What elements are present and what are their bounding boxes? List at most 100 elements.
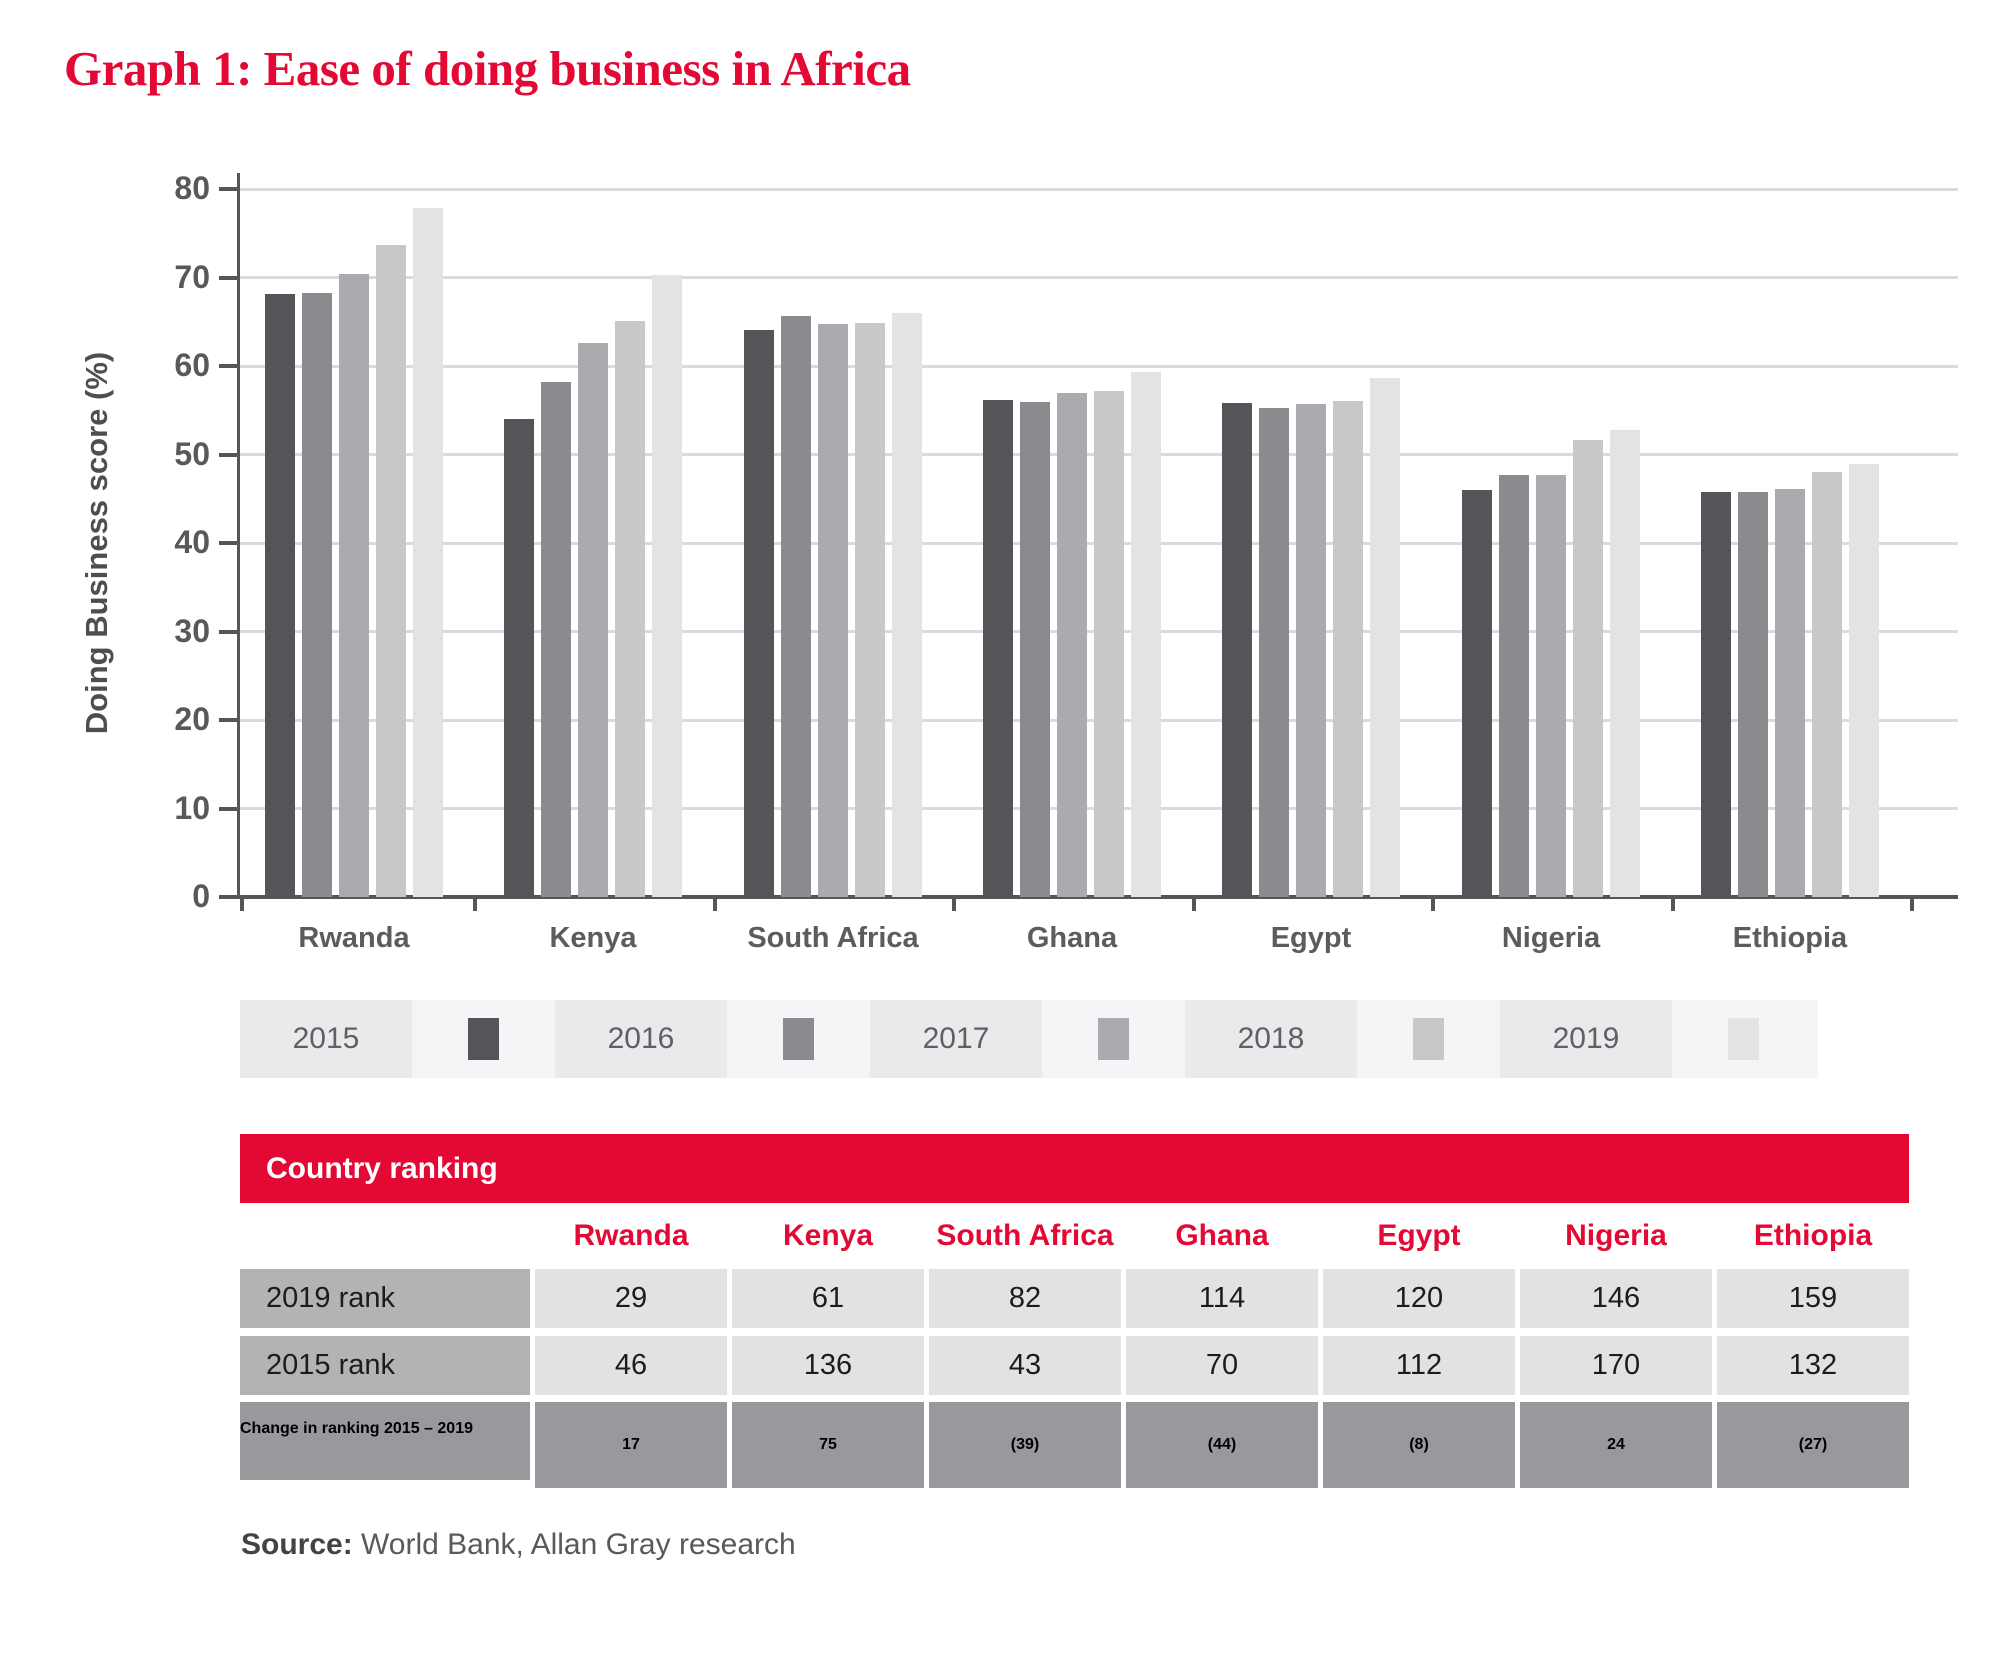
bar-nigeria-2019 xyxy=(1610,429,1640,897)
bar-egypt-2016 xyxy=(1259,407,1289,897)
y-tick-label-70: 70 xyxy=(174,258,210,295)
x-category-label-south-africa: South Africa xyxy=(747,922,919,954)
table-cell-0-ghana: 114 xyxy=(1126,1269,1318,1328)
bar-ghana-2015 xyxy=(983,399,1013,897)
bar-ghana-2016 xyxy=(1020,402,1050,897)
bar-ethiopia-2016 xyxy=(1738,491,1768,897)
bar-ethiopia-2015 xyxy=(1701,491,1731,897)
bar-nigeria-2016 xyxy=(1499,474,1529,897)
bar-egypt-2018 xyxy=(1333,401,1363,897)
table-cell-1-south-africa: 43 xyxy=(929,1336,1121,1395)
legend-swatch-2017 xyxy=(1098,1018,1129,1060)
chart-title: Graph 1: Ease of doing business in Afric… xyxy=(64,41,911,96)
bar-kenya-2018 xyxy=(615,320,645,897)
bar-nigeria-2018 xyxy=(1573,440,1603,897)
country-ranking-table: Country ranking Rwanda Kenya South Africa G… xyxy=(240,1134,1909,1488)
y-tick-50 xyxy=(219,452,237,457)
table-row-label-1: 2015 rank xyxy=(240,1336,530,1395)
x-tick-3 xyxy=(952,896,956,911)
x-tick-7 xyxy=(1910,896,1914,911)
y-tick-label-60: 60 xyxy=(174,347,210,383)
table-title-bar: Country ranking xyxy=(240,1134,1909,1203)
bar-kenya-2019 xyxy=(652,274,682,897)
bar-south-africa-2018 xyxy=(855,322,885,897)
table-cell-0-nigeria: 146 xyxy=(1520,1269,1712,1328)
x-tick-1 xyxy=(473,896,477,911)
table-column-header-ethiopia: Ethiopia xyxy=(1717,1203,1909,1269)
y-tick-70 xyxy=(219,275,237,280)
table-cell-2-ghana: (44) xyxy=(1126,1402,1318,1488)
legend-swatch-2018 xyxy=(1413,1018,1444,1060)
x-category-label-rwanda: Rwanda xyxy=(298,922,410,954)
bar-south-africa-2016 xyxy=(781,316,811,897)
legend-swatch-cell-2015 xyxy=(412,1000,555,1078)
legend-year-2017: 2017 xyxy=(870,1000,1042,1078)
legend-year-2019: 2019 xyxy=(1500,1000,1672,1078)
table-cell-2-nigeria: 24 xyxy=(1520,1402,1712,1488)
table-cell-1-ghana: 70 xyxy=(1126,1336,1318,1395)
legend-swatch-cell-2018 xyxy=(1357,1000,1500,1078)
bar-nigeria-2017 xyxy=(1536,474,1566,897)
x-tick-6 xyxy=(1671,896,1675,911)
bar-nigeria-2015 xyxy=(1462,489,1492,897)
gridline-80 xyxy=(240,187,1958,191)
x-category-label-ghana: Ghana xyxy=(1026,922,1118,954)
chart-legend: 2015 2016 2017 2018 2019 xyxy=(240,1000,1818,1078)
table-body: 2019 rank 29 61 82 114 120 146 159 2015 rank 46 13… xyxy=(240,1269,1909,1488)
bar-ethiopia-2018 xyxy=(1812,472,1842,897)
bar-south-africa-2019 xyxy=(892,312,922,897)
source-label: Source: xyxy=(241,1528,353,1561)
table-cell-1-ethiopia: 132 xyxy=(1717,1336,1909,1395)
legend-year-2016: 2016 xyxy=(555,1000,727,1078)
y-axis-title: Doing Business score (%) xyxy=(79,351,114,735)
bar-ghana-2018 xyxy=(1094,390,1124,897)
bar-kenya-2017 xyxy=(578,342,608,897)
legend-swatch-cell-2019 xyxy=(1672,1000,1815,1078)
table-row-label-2: Change in ranking 2015 – 2019 xyxy=(240,1402,530,1480)
table-cell-2-ethiopia: (27) xyxy=(1717,1402,1909,1488)
source-note: Source: World Bank, Allan Gray research xyxy=(241,1528,796,1562)
x-category-label-ethiopia: Ethiopia xyxy=(1732,922,1848,954)
bar-egypt-2019 xyxy=(1370,377,1400,897)
bar-kenya-2016 xyxy=(541,381,571,897)
bar-south-africa-2017 xyxy=(818,323,848,897)
table-cell-1-nigeria: 170 xyxy=(1520,1336,1712,1395)
y-tick-60 xyxy=(219,364,237,368)
x-tick-0 xyxy=(240,896,244,911)
table-cell-0-rwanda: 29 xyxy=(535,1269,727,1328)
bar-egypt-2017 xyxy=(1296,404,1326,897)
table-country-header-row: Rwanda Kenya South Africa Ghana Egypt Nigeria… xyxy=(240,1203,1909,1269)
table-row-0: 2019 rank 29 61 82 114 120 146 159 xyxy=(240,1269,1909,1328)
y-tick-0 xyxy=(219,895,237,899)
bar-rwanda-2019 xyxy=(413,207,443,897)
y-tick-40 xyxy=(219,541,237,545)
y-tick-20 xyxy=(219,718,237,722)
legend-year-2018: 2018 xyxy=(1185,1000,1357,1078)
x-axis-line xyxy=(240,895,1958,899)
y-tick-label-0: 0 xyxy=(192,878,210,914)
legend-swatch-cell-2016 xyxy=(727,1000,870,1078)
bar-ghana-2017 xyxy=(1057,393,1087,897)
x-category-label-egypt: Egypt xyxy=(1270,922,1352,954)
table-cell-2-egypt: (8) xyxy=(1323,1402,1515,1488)
x-category-label-kenya: Kenya xyxy=(549,922,637,954)
y-tick-label-20: 20 xyxy=(174,701,210,737)
y-tick-label-50: 50 xyxy=(174,435,210,472)
table-header-spacer xyxy=(240,1203,530,1269)
table-cell-1-kenya: 136 xyxy=(732,1336,924,1395)
bar-south-africa-2015 xyxy=(744,329,774,897)
table-row-1: 2015 rank 46 136 43 70 112 170 132 xyxy=(240,1336,1909,1395)
legend-year-2015: 2015 xyxy=(240,1000,412,1078)
y-tick-label-30: 30 xyxy=(174,612,210,649)
table-column-header-egypt: Egypt xyxy=(1323,1203,1515,1269)
gridline-60 xyxy=(240,364,1958,368)
x-tick-4 xyxy=(1192,896,1196,911)
legend-swatch-2019 xyxy=(1728,1018,1759,1060)
table-row-2: Change in ranking 2015 – 2019 17 75 (39) (44… xyxy=(240,1402,1909,1488)
legend-swatch-2016 xyxy=(783,1018,814,1060)
plot-area: 0 10 20 30 40 50 60 70 80 Rwanda Kenya South Africa… xyxy=(174,170,1958,954)
table-column-header-south-africa: South Africa xyxy=(929,1203,1121,1269)
bar-kenya-2015 xyxy=(504,419,534,897)
bar-ghana-2019 xyxy=(1131,372,1161,897)
